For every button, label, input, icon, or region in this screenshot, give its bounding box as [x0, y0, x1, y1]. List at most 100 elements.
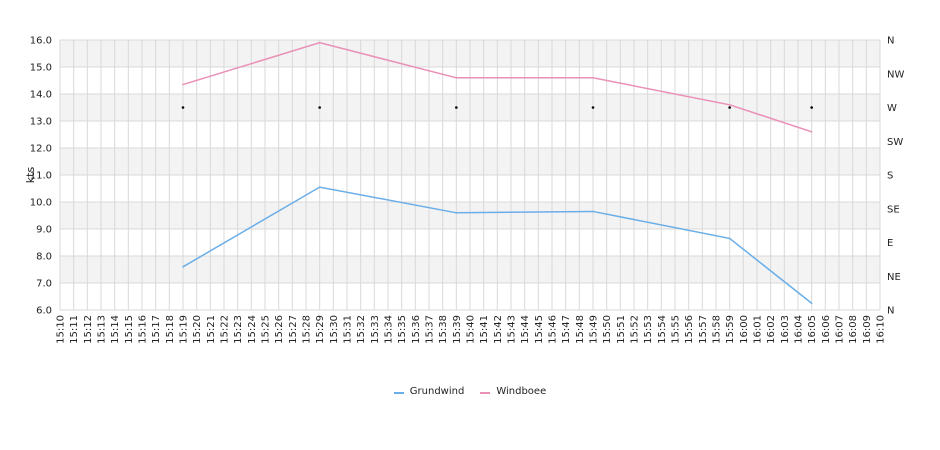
x-tick-label: 15:23: [233, 315, 244, 344]
direction-point: [591, 106, 595, 109]
y-tick-label: 14.0: [30, 90, 52, 101]
x-tick-label: 16:06: [821, 315, 832, 344]
x-tick-label: 15:56: [684, 315, 695, 344]
x-tick-label: 15:27: [288, 315, 299, 344]
y-tick-label: 10.0: [30, 198, 52, 209]
right-tick-label: S: [887, 171, 893, 182]
direction-point: [455, 106, 458, 109]
x-tick-label: 15:30: [329, 315, 340, 344]
x-tick-label: 15:48: [575, 315, 586, 344]
x-tick-label: 15:24: [247, 315, 258, 344]
x-tick-label: 15:46: [548, 315, 559, 344]
x-tick-label: 15:29: [315, 315, 326, 344]
x-tick-label: 15:12: [83, 315, 94, 344]
x-tick-label: 15:18: [165, 315, 176, 344]
x-tick-label: 15:36: [411, 315, 422, 344]
direction-point: [810, 106, 813, 109]
legend-swatch-windboee: [480, 392, 491, 394]
data-point-grundwind: [455, 212, 458, 214]
right-tick-label: N: [887, 306, 894, 317]
y-tick-label: 12.0: [30, 144, 52, 155]
right-tick-label: SW: [887, 137, 903, 148]
x-tick-label: 15:55: [671, 315, 682, 344]
right-tick-label: N: [887, 36, 894, 47]
x-tick-label: 15:54: [657, 315, 668, 344]
x-tick-label: 15:43: [507, 315, 518, 344]
y-tick-label: 15.0: [30, 63, 52, 74]
x-tick-label: 15:26: [274, 315, 285, 344]
x-tick-label: 15:53: [643, 315, 654, 344]
x-tick-label: 15:10: [56, 315, 67, 344]
y-tick-label: 6.0: [36, 306, 52, 317]
series-line-windboee: [182, 41, 812, 133]
data-point-windboee: [455, 77, 458, 79]
x-tick-label: 16:09: [862, 315, 873, 344]
x-tick-label: 16:10: [876, 315, 887, 344]
data-point-grundwind: [810, 302, 813, 305]
x-tick-label: 16:07: [835, 315, 846, 344]
direction-point: [728, 106, 731, 109]
x-tick-label: 15:14: [110, 315, 121, 344]
data-point-grundwind: [182, 266, 184, 268]
x-tick-label: 15:58: [712, 315, 723, 344]
x-tick-label: 15:20: [192, 315, 203, 344]
x-tick-label: 15:42: [493, 315, 504, 344]
x-tick-label: 15:50: [602, 315, 613, 344]
x-tick-label: 15:11: [69, 315, 80, 344]
legend-item-grundwind[interactable]: Grundwind: [393, 386, 465, 397]
y-tick-label: 8.0: [36, 252, 52, 263]
y-tick-label: 13.0: [30, 117, 52, 128]
x-tick-label: 16:04: [794, 315, 805, 344]
x-tick-label: 15:38: [438, 315, 449, 344]
x-tick-label: 15:37: [425, 315, 436, 344]
x-tick-label: 16:05: [807, 315, 818, 344]
x-tick-label: 15:33: [370, 315, 381, 344]
x-tick-label: 15:21: [206, 315, 217, 344]
data-point-windboee: [592, 77, 594, 79]
x-tick-label: 15:34: [384, 315, 395, 344]
right-tick-label: W: [887, 103, 897, 114]
right-tick-label: E: [887, 238, 893, 249]
x-tick-label: 15:32: [356, 315, 367, 344]
x-tick-label: 15:31: [343, 315, 354, 344]
x-tick-label: 15:28: [302, 315, 313, 344]
legend-label-grundwind: Grundwind: [409, 386, 465, 397]
right-tick-label: NE: [887, 272, 901, 283]
y-tick-label: 16.0: [30, 36, 52, 47]
data-point-grundwind: [318, 186, 321, 188]
series-line-grundwind: [182, 186, 813, 304]
x-tick-label: 15:15: [124, 315, 135, 344]
x-tick-label: 15:16: [138, 315, 149, 344]
y-axis-label: kts: [24, 167, 37, 184]
x-tick-label: 15:57: [698, 315, 709, 344]
x-tick-label: 15:13: [97, 315, 108, 344]
data-point-grundwind: [728, 237, 731, 240]
x-tick-label: 16:03: [780, 315, 791, 344]
data-point-windboee: [810, 131, 813, 133]
y-tick-label: 9.0: [36, 225, 52, 236]
x-tick-label: 16:00: [739, 315, 750, 344]
x-tick-label: 15:45: [534, 315, 545, 344]
y-tick-label: 7.0: [36, 279, 52, 290]
x-tick-label: 15:39: [452, 315, 463, 344]
right-tick-label: SE: [887, 204, 900, 215]
x-tick-label: 15:25: [261, 315, 272, 344]
x-tick-label: 15:40: [466, 315, 477, 344]
x-tick-label: 15:44: [520, 315, 531, 344]
legend-swatch-grundwind: [393, 392, 404, 394]
direction-point: [318, 106, 321, 109]
x-tick-label: 15:47: [561, 315, 572, 344]
data-point-windboee: [182, 83, 184, 86]
direction-point: [181, 106, 185, 109]
x-tick-label: 15:17: [151, 315, 162, 344]
x-tick-label: 15:22: [220, 315, 231, 344]
legend-label-windboee: Windboee: [496, 386, 547, 397]
x-tick-label: 16:02: [766, 315, 777, 344]
x-tick-label: 15:35: [397, 315, 408, 344]
x-tick-label: 15:41: [479, 315, 490, 344]
legend-item-windboee[interactable]: Windboee: [480, 386, 546, 397]
x-tick-label: 16:08: [848, 315, 859, 344]
y-tick-label: 11.0: [30, 171, 52, 182]
data-point-grundwind: [592, 210, 594, 213]
